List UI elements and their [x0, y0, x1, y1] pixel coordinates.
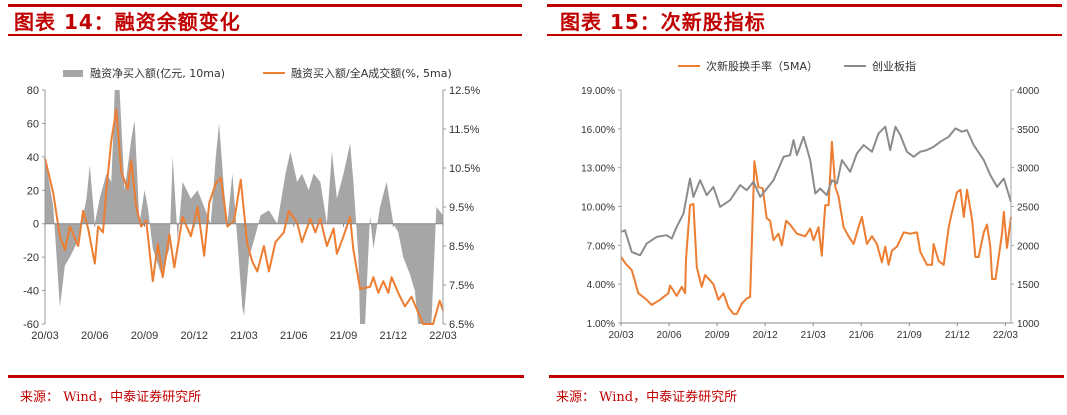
y-left-tick-label: -40: [23, 286, 39, 298]
x-tick-label: 21/03: [801, 330, 826, 341]
y-left-tick-label: 0: [33, 219, 39, 231]
y-right-tick-label: 2500: [1017, 203, 1040, 214]
title-bottom-rule: [8, 34, 522, 36]
y-right-tick-label: 9.5%: [449, 202, 474, 214]
series-area-net-buy: [45, 90, 443, 324]
source-note: 来源： Wind，中泰证券研究所: [20, 390, 202, 405]
y-left-tick-label: 19.00%: [581, 86, 615, 97]
x-tick-label: 20/03: [608, 330, 633, 341]
y-right-tick-label: 11.5%: [449, 124, 480, 136]
y-right-tick-label: 3500: [1017, 125, 1040, 136]
x-tick-label: 20/09: [705, 330, 730, 341]
margin-financing-chart: 80 60 40 20 0 -20 -40 -60 12.5% 11.5% 10.5% 9.5% 8.5…: [23, 85, 480, 342]
y-left-tick-label: 20: [27, 185, 39, 197]
y-right-tick-label: 12.5%: [449, 85, 480, 97]
legend-label-net-buy: 融资净买入额(亿元, 10ma): [90, 67, 226, 80]
chart-legend: 次新股换手率（5MA） 创业板指: [678, 58, 916, 74]
y-right-tick-label: 1500: [1017, 280, 1040, 291]
legend-swatch-turnover: [678, 65, 700, 67]
sub-new-stock-chart: 19.00% 16.00% 13.00% 10.00% 7.00% 4.00% 1.00% 4…: [581, 86, 1040, 341]
left-figure-panel: 图表 14：融资余额变化 融资净买入额(亿元, 10ma) 融资买入额/全A成交…: [0, 0, 530, 415]
y-left-tick-label: -60: [23, 319, 39, 331]
y-right-tick-label: 2000: [1017, 241, 1040, 252]
x-tick-label: 20/12: [180, 330, 208, 342]
title-bottom-rule: [547, 34, 1062, 36]
legend-swatch-net-buy: [63, 69, 83, 77]
title-top-rule: [8, 4, 522, 7]
y-left-tick-label: 16.00%: [581, 125, 615, 136]
x-tick-label: 21/09: [897, 330, 922, 341]
y-right-tick-label: 8.5%: [449, 241, 474, 253]
source-note: 来源： Wind，中泰证券研究所: [556, 390, 738, 405]
x-tick-label: 22/03: [993, 330, 1018, 341]
y-left-tick-label: 80: [27, 85, 39, 97]
x-tick-label: 21/03: [230, 330, 258, 342]
x-tick-label: 20/06: [657, 330, 682, 341]
legend-swatch-ratio: [263, 72, 286, 74]
y-right-tick-label: 1000: [1017, 319, 1040, 330]
x-tick-label: 21/06: [280, 330, 308, 342]
figure-title: 图表 15：次新股指标: [560, 10, 766, 34]
series-line-secondary: [620, 125, 1012, 257]
footer-rule: [549, 375, 1064, 378]
y-left-tick-label: 7.00%: [587, 241, 615, 252]
x-tick-label: 20/12: [753, 330, 778, 341]
y-left-tick-label: -20: [23, 252, 39, 264]
legend-swatch-chinext: [844, 65, 867, 67]
y-left-tick-label: 1.00%: [587, 319, 615, 330]
chart-legend: 融资净买入额(亿元, 10ma) 融资买入额/全A成交额(%, 5ma): [63, 65, 452, 81]
x-tick-label: 20/09: [131, 330, 159, 342]
y-right-tick-label: 3000: [1017, 164, 1040, 175]
y-right-tick-label: 6.5%: [449, 319, 474, 331]
x-tick-label: 21/12: [945, 330, 970, 341]
y-right-tick-label: 10.5%: [449, 163, 480, 175]
y-left-tick-label: 60: [27, 118, 39, 130]
x-tick-label: 20/03: [31, 330, 59, 342]
y-left-tick-label: 40: [27, 152, 39, 164]
title-top-rule: [547, 4, 1062, 7]
x-tick-label: 22/03: [429, 330, 457, 342]
legend-label-turnover: 次新股换手率（5MA）: [706, 60, 819, 73]
footer-rule: [8, 375, 524, 378]
y-left-tick-label: 4.00%: [587, 280, 615, 291]
series-line-secondary: [44, 108, 444, 325]
x-tick-label: 21/09: [330, 330, 358, 342]
legend-label-ratio: 融资买入额/全A成交额(%, 5ma): [291, 67, 452, 80]
legend-label-chinext: 创业板指: [872, 60, 917, 73]
right-figure-panel: 图表 15：次新股指标 次新股换手率（5MA） 创业板指 来源： Wind，中泰…: [540, 0, 1067, 415]
x-tick-label: 21/06: [849, 330, 874, 341]
x-tick-label: 21/12: [379, 330, 407, 342]
y-left-tick-label: 10.00%: [581, 203, 615, 214]
y-right-tick-label: 4000: [1017, 86, 1040, 97]
y-left-tick-label: 13.00%: [581, 164, 615, 175]
series-line-primary: [620, 140, 1012, 315]
y-right-tick-label: 7.5%: [449, 280, 474, 292]
figure-title: 图表 14：融资余额变化: [14, 10, 241, 34]
x-tick-label: 20/06: [81, 330, 109, 342]
